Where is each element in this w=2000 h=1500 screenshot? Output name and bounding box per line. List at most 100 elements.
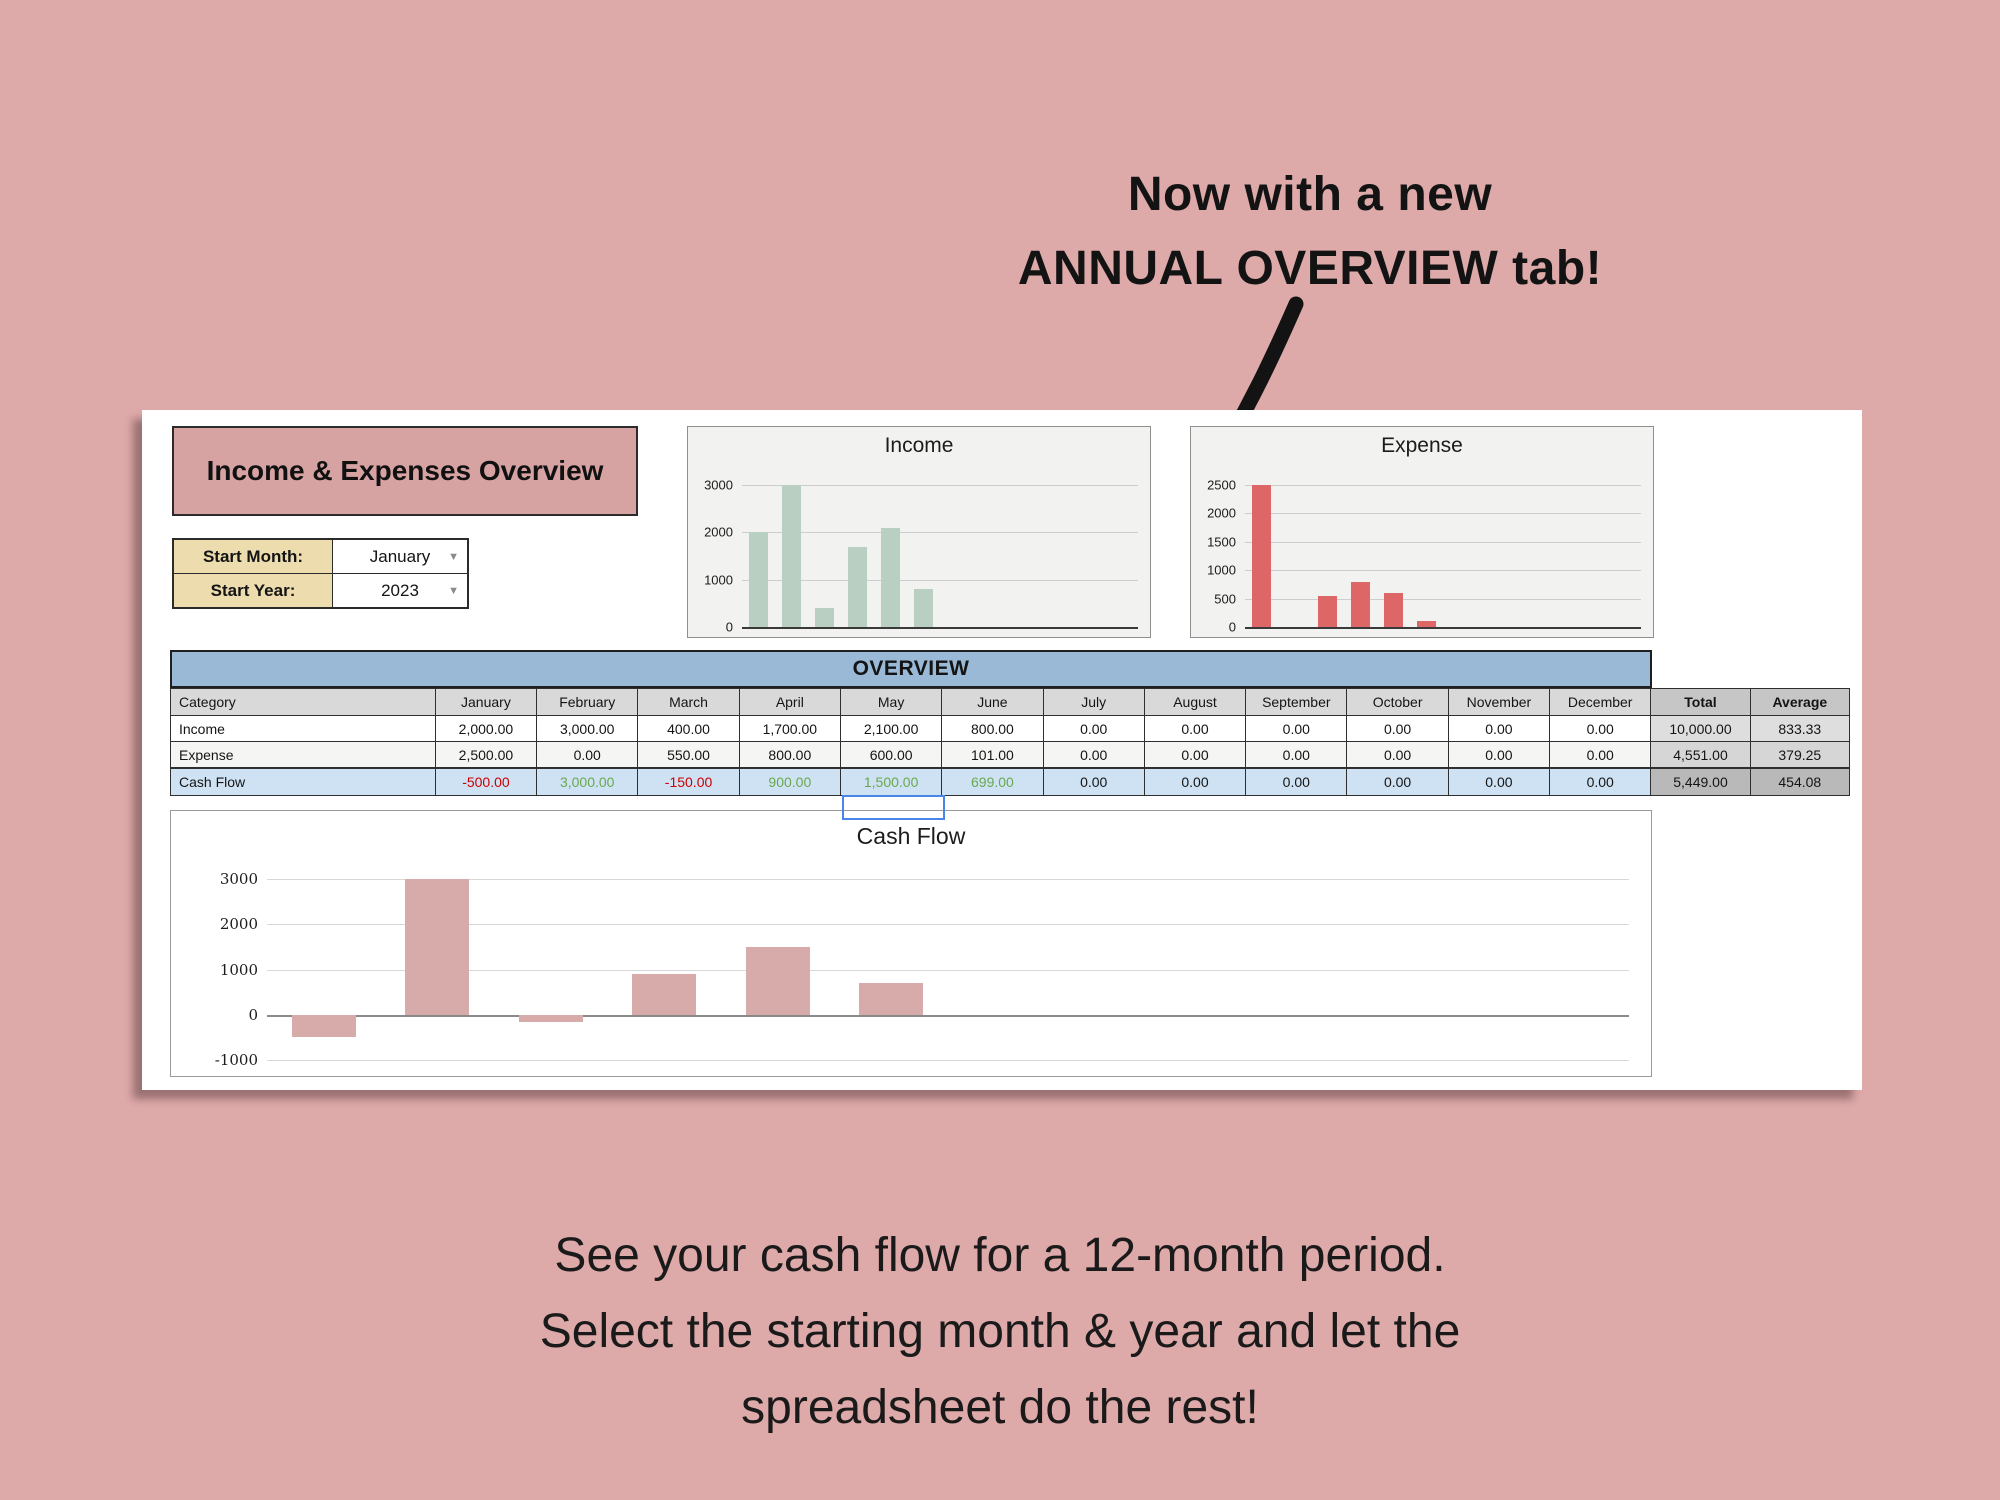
table-cell[interactable]: 0.00 (1143, 715, 1247, 742)
table-cell[interactable]: 0.00 (1346, 767, 1449, 796)
table-cell[interactable]: 2,000.00 (434, 715, 538, 742)
start-month-value: January (369, 546, 431, 566)
gridline (267, 924, 1629, 926)
table-cell[interactable]: 0.00 (1549, 767, 1652, 796)
table-cell[interactable]: 699.00 (941, 767, 1044, 796)
table-cell[interactable]: 2,500.00 (434, 741, 538, 769)
table-cell[interactable]: -150.00 (637, 767, 740, 796)
table-cell[interactable]: 0.00 (1143, 767, 1247, 796)
caption-line-2: Select the starting month & year and let… (539, 1305, 1461, 1358)
selected-cell-outline (842, 795, 945, 820)
table-cell[interactable]: 0.00 (536, 741, 639, 769)
income-chart-title: Income (884, 434, 954, 457)
y-tick-label: 0 (1228, 619, 1236, 635)
column-header-average[interactable]: Average (1749, 688, 1851, 716)
table-cell[interactable]: 5,449.00 (1650, 767, 1751, 796)
table-cell[interactable]: 900.00 (738, 767, 841, 796)
chart-bar-june (1417, 621, 1436, 627)
chart-bar-may (745, 946, 810, 1015)
table-cell[interactable]: 0.00 (1042, 715, 1145, 742)
table-cell[interactable]: 0.00 (1143, 741, 1247, 769)
table-cell[interactable]: 0.00 (1245, 715, 1348, 742)
row-label-cash-flow[interactable]: Cash Flow (170, 767, 436, 796)
table-cell[interactable]: 800.00 (941, 715, 1044, 742)
table-cell[interactable]: 1,500.00 (839, 767, 943, 796)
expense-chart-title: Expense (1381, 434, 1463, 457)
table-cell[interactable]: 833.33 (1749, 715, 1851, 742)
table-cell[interactable]: 0.00 (1042, 767, 1145, 796)
table-row-income: Income 2,000.00 3,000.00 400.00 1,700.00 2,10… (170, 715, 1851, 742)
column-header-march[interactable]: March (637, 688, 740, 716)
table-cell[interactable]: 379.25 (1749, 741, 1851, 769)
cashflow-chart-title: Cash Flow (856, 823, 966, 849)
cashflow-chart-plot: -1000 0 1000 2000 3000 (215, 863, 1629, 1069)
zero-axis-line (267, 1014, 1629, 1017)
table-cell[interactable]: 101.00 (941, 741, 1044, 769)
row-label-income[interactable]: Income (170, 715, 436, 742)
column-header-february[interactable]: February (536, 688, 639, 716)
table-cell[interactable]: 0.00 (1447, 741, 1551, 769)
column-header-april[interactable]: April (738, 688, 841, 716)
gridline (1245, 598, 1641, 600)
column-header-category[interactable]: Category (170, 688, 436, 716)
dropdown-arrow-icon: ▼ (448, 584, 459, 597)
table-cell[interactable]: -500.00 (434, 767, 538, 796)
chart-bar-february (405, 879, 470, 1015)
table-cell[interactable]: 0.00 (1346, 741, 1449, 769)
table-cell[interactable]: 0.00 (1042, 741, 1145, 769)
table-cell[interactable]: 600.00 (839, 741, 943, 769)
table-cell[interactable]: 400.00 (637, 715, 740, 742)
table-cell[interactable]: 1,700.00 (738, 715, 841, 742)
table-cell[interactable]: 3,000.00 (536, 715, 639, 742)
column-header-july[interactable]: July (1042, 688, 1145, 716)
gridline (742, 485, 1138, 486)
table-cell[interactable]: 0.00 (1447, 715, 1551, 742)
chart-bar-january (1252, 485, 1271, 627)
column-header-november[interactable]: November (1447, 688, 1551, 716)
table-cell[interactable]: 0.00 (1549, 715, 1652, 742)
y-tick-label: 1500 (1207, 534, 1236, 550)
gridline (1245, 570, 1641, 572)
column-header-september[interactable]: September (1245, 688, 1348, 716)
column-header-december[interactable]: December (1549, 688, 1652, 716)
zero-axis-line (1245, 627, 1641, 629)
overview-section-header[interactable]: OVERVIEW (170, 650, 1652, 688)
chart-bar-january (291, 1014, 356, 1038)
column-header-june[interactable]: June (941, 688, 1044, 716)
y-tick-label: 3000 (219, 870, 258, 888)
start-month-dropdown[interactable]: January ▼ (333, 540, 467, 573)
table-cell[interactable]: 2,100.00 (839, 715, 943, 742)
table-cell[interactable]: 3,000.00 (536, 767, 639, 796)
column-header-total[interactable]: Total (1650, 688, 1751, 716)
table-cell[interactable]: 0.00 (1346, 715, 1449, 742)
column-header-august[interactable]: August (1143, 688, 1247, 716)
column-header-january[interactable]: January (434, 688, 538, 716)
table-cell[interactable]: 550.00 (637, 741, 740, 769)
chart-bar-march (1318, 595, 1337, 627)
column-header-october[interactable]: October (1346, 688, 1449, 716)
chart-bar-april (632, 974, 697, 1015)
start-year-value: 2023 (381, 580, 419, 600)
caption: See your cash flow for a 12-month period… (0, 1218, 2000, 1446)
overview-table: Category January February March April May June… (170, 688, 1851, 796)
table-row-expense: Expense 2,500.00 0.00 550.00 800.00 600.00 101… (170, 741, 1851, 769)
table-header-row: Category January February March April May June… (170, 688, 1851, 716)
start-year-label: Start Year: (174, 574, 333, 607)
y-tick-label: 1000 (219, 960, 258, 979)
table-cell[interactable]: 4,551.00 (1650, 741, 1751, 769)
table-cell[interactable]: 10,000.00 (1650, 715, 1751, 742)
gridline (1245, 513, 1641, 515)
column-header-may[interactable]: May (839, 688, 943, 716)
start-year-dropdown[interactable]: 2023 ▼ (333, 574, 467, 607)
table-row-cash-flow: Cash Flow -500.00 3,000.00 -150.00 900.00 1,5… (170, 767, 1851, 796)
table-cell[interactable]: 0.00 (1245, 741, 1348, 769)
table-cell[interactable]: 800.00 (738, 741, 841, 769)
table-cell[interactable]: 0.00 (1245, 767, 1348, 796)
table-cell[interactable]: 454.08 (1749, 767, 1851, 796)
table-cell[interactable]: 0.00 (1549, 741, 1652, 769)
chart-bar-may (1384, 592, 1403, 627)
table-cell[interactable]: 0.00 (1447, 767, 1551, 796)
row-label-expense[interactable]: Expense (170, 741, 436, 769)
spreadsheet-panel: Income & Expenses Overview Start Month: … (142, 410, 1862, 1090)
